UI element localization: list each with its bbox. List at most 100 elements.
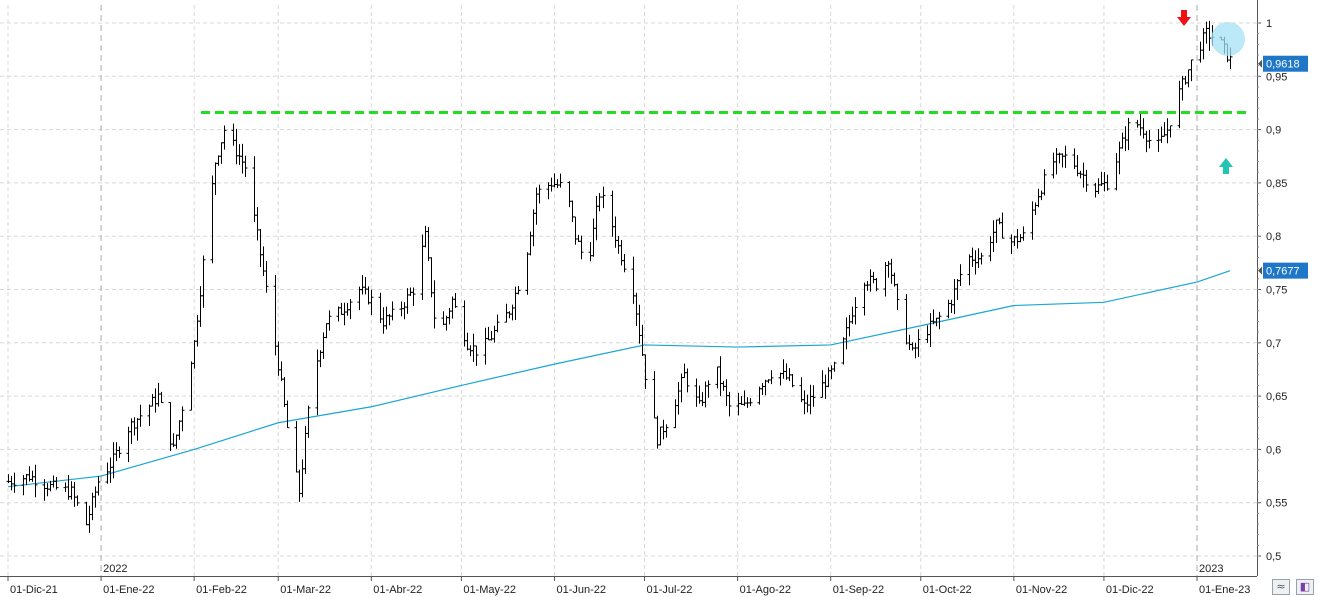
last-price-tag: 0,9618 — [1258, 55, 1308, 72]
red-down-arrow-icon — [1177, 10, 1191, 26]
y-tick-label: 0,9 — [1266, 125, 1281, 137]
x-tick-label: 01-Mar-22 — [280, 584, 331, 596]
ohlc-bar — [1189, 59, 1194, 82]
ohlc-bar — [411, 287, 416, 306]
ohlc-bar — [874, 277, 879, 292]
ohlc-bar — [180, 406, 185, 432]
x-tick-label: 01-Jul-22 — [647, 584, 693, 596]
ohlc-bar — [832, 361, 837, 372]
annotations — [201, 10, 1246, 174]
x-tick-label: 01-Sep-22 — [833, 584, 884, 596]
x-tick-label: 01-Dic-22 — [1106, 584, 1154, 596]
ohlc-bar — [1084, 169, 1089, 192]
ohlc-bar — [306, 405, 311, 438]
ohlc-bar — [958, 264, 963, 287]
y-tick-label: 0,75 — [1266, 285, 1287, 297]
ohlc-bar — [643, 354, 648, 390]
ohlc-bar — [1042, 169, 1047, 196]
ohlc-bar — [1063, 145, 1068, 168]
year-label: 2022 — [103, 563, 127, 575]
ohlc-bar — [495, 314, 500, 333]
y-tick-label: 0,5 — [1266, 551, 1281, 563]
y-tick-label: 0,55 — [1266, 498, 1287, 510]
y-tick-label: 0,8 — [1266, 231, 1281, 243]
x-axis: 01-Dic-21 01-Ene-22 01-Feb-22 01-Mar-22 01-A… — [0, 563, 1319, 597]
ohlc-bar — [369, 289, 374, 316]
y-tick-label: 0,65 — [1266, 391, 1287, 403]
ohlc-bar — [33, 464, 38, 498]
ohlc-bar — [1126, 117, 1131, 151]
x-tick-label: 01-Ago-22 — [740, 584, 791, 596]
pattern-button[interactable]: ≈ — [1272, 579, 1290, 595]
price-tag-label: 0,7677 — [1266, 266, 1300, 278]
ohlc-bar — [12, 472, 17, 493]
x-tick-label: 01-Oct-22 — [923, 584, 972, 596]
y-tick-label: 0,6 — [1266, 444, 1281, 456]
y-axis-panel — [1257, 0, 1319, 576]
x-tick-label: 01-Feb-22 — [196, 584, 247, 596]
ohlc-bar — [159, 391, 164, 404]
ohlc-bar — [453, 292, 458, 308]
ohlc-bar — [54, 477, 59, 490]
wave-pattern-icon: ≈ — [1276, 580, 1286, 593]
moving-average-line — [7, 270, 1231, 488]
ohlc-bar — [516, 285, 521, 295]
bookmark-button[interactable]: ◧ — [1296, 579, 1314, 595]
ohlc-bar — [1168, 125, 1173, 138]
y-tick-label: 1 — [1266, 18, 1272, 30]
ohlc-bar — [601, 186, 606, 209]
ohlc-bar — [597, 193, 602, 212]
ohlc-bar — [748, 398, 753, 407]
ohlc-bar — [222, 125, 227, 150]
ohlc-bar — [895, 283, 900, 311]
ohlc-bar — [138, 404, 143, 427]
x-tick-label: 01-Nov-22 — [1016, 584, 1067, 596]
x-axis-panel — [0, 576, 1319, 597]
ohlc-bar — [853, 297, 858, 325]
moving-average-tag: 0,7677 — [1258, 262, 1308, 279]
y-tick-label: 0,7 — [1266, 338, 1281, 350]
ohlc-bar — [243, 155, 248, 177]
ohlc-bar — [390, 301, 395, 321]
ohlc-bar — [579, 235, 584, 260]
ohlc-bar — [432, 280, 437, 329]
ohlc-bar — [348, 299, 353, 320]
ohlc-bar — [1147, 130, 1152, 149]
y-tick-label: 0,95 — [1266, 71, 1287, 83]
ohlc-bar — [706, 380, 711, 398]
y-axis: 0,5 0,55 0,6 0,65 0,7 0,75 0,8 0,85 0,9 0,95 1 0,96… — [1257, 0, 1319, 576]
ohlc-bars — [6, 20, 1233, 533]
ohlc-bar — [1000, 212, 1005, 239]
ohlc-bar — [264, 261, 269, 293]
ohlc-bar — [96, 476, 101, 496]
x-tick-label: 01-Jun-22 — [556, 584, 606, 596]
highlight-circle — [1211, 21, 1245, 56]
ohlc-bar — [769, 370, 774, 385]
ohlc-bar — [537, 184, 542, 204]
ohlc-bar — [622, 253, 627, 273]
ohlc-bar — [790, 374, 795, 388]
bookmark-icon: ◧ — [1299, 580, 1311, 593]
ohlc-bar — [937, 311, 942, 330]
ohlc-bar — [327, 310, 332, 331]
ohlc-bar — [1105, 174, 1110, 191]
y-tick-label: 0,85 — [1266, 178, 1287, 190]
ohlc-bar — [811, 385, 816, 407]
ohlc-bar — [201, 255, 206, 308]
ohlc-bar — [727, 391, 732, 417]
ohlc-bar — [979, 252, 984, 265]
ohlc-bar — [916, 329, 921, 357]
ohlc-bar — [474, 345, 479, 366]
x-tick-label: 01-Dic-21 — [10, 584, 58, 596]
x-tick-label: 01-Ene-23 — [1199, 584, 1250, 596]
ohlc-bar — [558, 173, 563, 188]
teal-up-arrow-icon — [1219, 158, 1233, 174]
ohlc-bar — [117, 446, 122, 458]
ohlc-bar — [664, 424, 669, 438]
ohlc-bar — [1021, 226, 1026, 241]
moving-average-layer — [7, 270, 1231, 488]
ohlc-bar — [285, 400, 290, 429]
